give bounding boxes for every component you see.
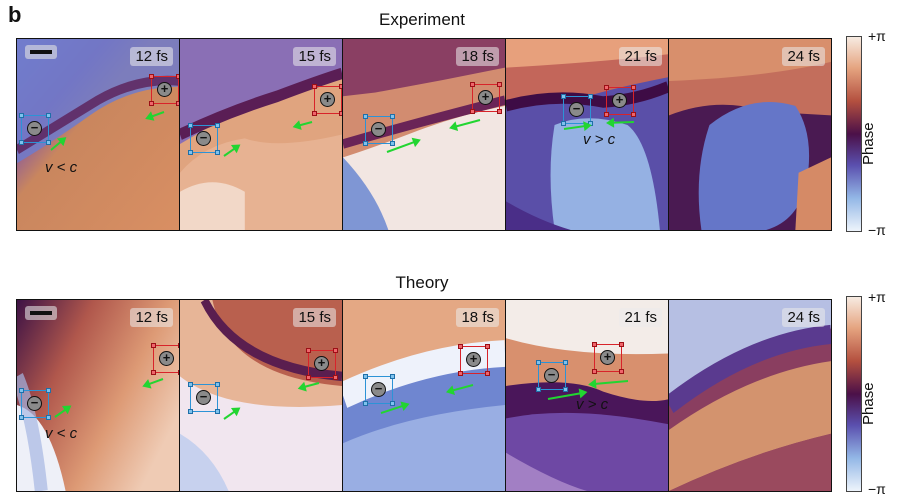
minus-icon: −: [196, 390, 211, 405]
negative-charge-marker: −: [363, 374, 395, 406]
colorbar-label: Phase: [860, 382, 877, 425]
plus-icon: +: [314, 356, 329, 371]
colorbar-min-label: −π: [868, 481, 886, 497]
minus-icon: −: [371, 382, 386, 397]
scale-bar: [25, 306, 57, 320]
time-label: 15 fs: [293, 308, 336, 327]
velocity-annotation: v > c: [583, 131, 616, 148]
positive-charge-marker: +: [458, 344, 490, 376]
plus-icon: +: [478, 90, 493, 105]
colorbar-max-label: +π: [868, 289, 886, 305]
time-label: 24 fs: [782, 47, 825, 66]
positive-charge-marker: +: [470, 82, 502, 114]
minus-icon: −: [27, 396, 42, 411]
velocity-annotation: v < c: [45, 425, 78, 442]
time-label: 18 fs: [456, 308, 499, 327]
negative-charge-marker: −: [188, 123, 220, 155]
experiment-frame-21fs: 21 fs − + v > c: [506, 39, 669, 230]
minus-icon: −: [371, 122, 386, 137]
theory-frame-18fs: 18 fs + −: [343, 300, 506, 491]
plus-icon: +: [159, 351, 174, 366]
phase-colorbar: [846, 296, 862, 492]
positive-charge-marker: +: [151, 343, 179, 375]
plus-icon: +: [600, 350, 615, 365]
negative-charge-marker: −: [561, 94, 593, 126]
positive-charge-marker: +: [306, 348, 338, 380]
negative-charge-marker: −: [19, 113, 51, 145]
plus-icon: +: [612, 93, 627, 108]
time-label: 18 fs: [456, 47, 499, 66]
plus-icon: +: [320, 92, 335, 107]
theory-frame-12fs: 12 fs + − v < c: [17, 300, 180, 491]
colorbar-max-label: +π: [868, 28, 886, 44]
experiment-frame-24fs: 24 fs: [669, 39, 831, 230]
theory-strip: 12 fs + − v < c 15 fs +: [16, 299, 832, 492]
time-label: 15 fs: [293, 47, 336, 66]
plus-icon: +: [466, 352, 481, 367]
scale-bar: [25, 45, 57, 59]
experiment-strip: 12 fs + − v < c 15 fs +: [16, 38, 832, 231]
theory-frame-24fs: 24 fs: [669, 300, 831, 491]
colorbar-label: Phase: [860, 122, 877, 165]
panel-letter: b: [8, 2, 22, 27]
positive-charge-marker: +: [312, 84, 342, 116]
experiment-frame-12fs: 12 fs + − v < c: [17, 39, 180, 230]
minus-icon: −: [27, 121, 42, 136]
time-label: 12 fs: [130, 47, 173, 66]
row-title-experiment: Experiment: [379, 10, 465, 29]
positive-charge-marker: +: [604, 85, 636, 117]
theory-frame-15fs: 15 fs + −: [180, 300, 343, 491]
minus-icon: −: [544, 368, 559, 383]
row-title-theory: Theory: [395, 273, 449, 292]
positive-charge-marker: +: [149, 74, 179, 106]
velocity-annotation: v > c: [576, 396, 609, 413]
plus-icon: +: [157, 82, 172, 97]
minus-icon: −: [569, 102, 584, 117]
positive-charge-marker: +: [592, 342, 624, 374]
negative-charge-marker: −: [363, 114, 395, 146]
experiment-frame-15fs: 15 fs + −: [180, 39, 343, 230]
velocity-annotation: v < c: [45, 159, 78, 176]
time-label: 12 fs: [130, 308, 173, 327]
phase-colorbar: [846, 36, 862, 232]
time-label: 21 fs: [619, 308, 662, 327]
time-label: 24 fs: [782, 308, 825, 327]
negative-charge-marker: −: [19, 388, 51, 420]
time-label: 21 fs: [619, 47, 662, 66]
experiment-frame-18fs: 18 fs + −: [343, 39, 506, 230]
negative-charge-marker: −: [536, 360, 568, 392]
theory-frame-21fs: 21 fs − + v > c: [506, 300, 669, 491]
minus-icon: −: [196, 131, 211, 146]
negative-charge-marker: −: [188, 382, 220, 414]
colorbar-min-label: −π: [868, 222, 886, 238]
